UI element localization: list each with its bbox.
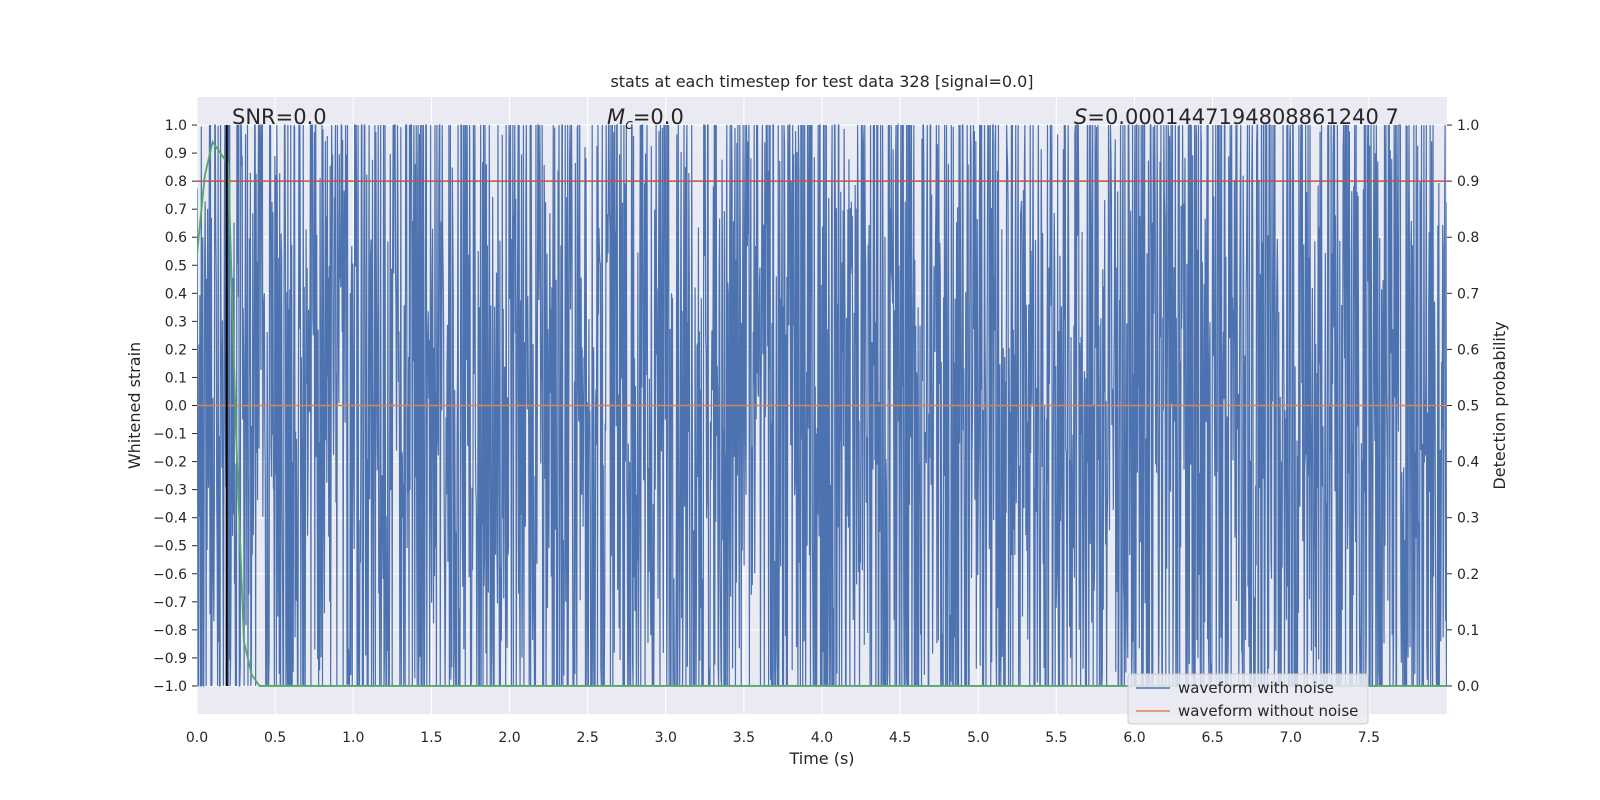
axis-ticks: 0.0 0.5 1.0 1.5 2.0 2.5 3.0 3.5 4.0 4.5 5.0 5.5 6.0 6… <box>153 118 1479 746</box>
left-tick-label: −0.6 <box>153 567 187 583</box>
left-tick-label: 0.1 <box>165 370 187 386</box>
right-tick-label: 0.4 <box>1457 455 1479 471</box>
x-tick-label: 7.5 <box>1358 730 1380 746</box>
left-tick-label: 0.5 <box>165 258 187 274</box>
left-tick-label: −0.7 <box>153 595 187 611</box>
left-tick-label: −0.3 <box>153 483 187 499</box>
x-tick-label: 7.0 <box>1280 730 1302 746</box>
x-tick-label: 1.5 <box>420 730 442 746</box>
right-tick-label: 1.0 <box>1457 118 1479 134</box>
left-tick-label: 0.9 <box>165 146 187 162</box>
x-tick-label: 2.5 <box>576 730 598 746</box>
right-tick-label: 0.5 <box>1457 399 1479 415</box>
right-tick-label: 0.8 <box>1457 230 1479 246</box>
x-tick-label: 3.0 <box>655 730 677 746</box>
x-tick-label: 4.5 <box>889 730 911 746</box>
left-tick-label: 0.3 <box>165 314 187 330</box>
x-tick-label: 2.0 <box>498 730 520 746</box>
left-y-axis-label: Whitened strain <box>125 342 144 469</box>
left-tick-label: 0.8 <box>165 174 187 190</box>
mc-symbol: M <box>607 105 625 129</box>
x-tick-label: 0.5 <box>264 730 286 746</box>
left-tick-label: 0.0 <box>165 399 187 415</box>
x-axis-label: Time (s) <box>788 749 854 768</box>
right-tick-label: 0.0 <box>1457 679 1479 695</box>
s-symbol: S <box>1074 105 1087 129</box>
right-tick-label: 0.6 <box>1457 342 1479 358</box>
left-tick-label: −0.9 <box>153 651 187 667</box>
s-value: =0.0001447194808861240 7 <box>1087 105 1399 129</box>
x-tick-label: 5.0 <box>967 730 989 746</box>
left-tick-label: −0.1 <box>153 427 187 443</box>
legend-box <box>1127 673 1369 725</box>
left-tick-label: 0.6 <box>165 230 187 246</box>
right-tick-label: 0.2 <box>1457 567 1479 583</box>
s-annotation: S=0.0001447194808861240 7 <box>1074 105 1399 129</box>
x-tick-label: 1.0 <box>342 730 364 746</box>
left-tick-label: 1.0 <box>165 118 187 134</box>
left-tick-label: −0.5 <box>153 539 187 555</box>
left-tick-label: 0.2 <box>165 342 187 358</box>
x-tick-label: 6.5 <box>1201 730 1223 746</box>
chart-title: stats at each timestep for test data 328… <box>610 72 1033 91</box>
x-tick-label: 3.5 <box>733 730 755 746</box>
legend-label-noise: waveform with noise <box>1178 679 1334 697</box>
left-tick-label: 0.4 <box>165 286 187 302</box>
series-layer <box>197 123 1447 687</box>
series-detection-probability <box>197 139 1447 687</box>
left-tick-label: −0.2 <box>153 455 187 471</box>
left-tick-label: −0.4 <box>153 511 187 527</box>
x-tick-label: 4.0 <box>811 730 833 746</box>
right-tick-label: 0.7 <box>1457 286 1479 302</box>
mc-value: =0.0 <box>633 105 684 129</box>
x-tick-label: 0.0 <box>186 730 208 746</box>
right-y-axis-label: Detection probability <box>1490 321 1509 489</box>
snr-annotation: SNR=0.0 <box>232 105 327 129</box>
right-tick-label: 0.3 <box>1457 511 1479 527</box>
legend: waveform with noise waveform without noi… <box>1127 673 1369 725</box>
left-tick-label: −1.0 <box>153 679 187 695</box>
chirp-mass-annotation: Mc=0.0 <box>607 105 684 133</box>
right-tick-label: 0.9 <box>1457 174 1479 190</box>
right-tick-label: 0.1 <box>1457 623 1479 639</box>
left-tick-label: −0.8 <box>153 623 187 639</box>
left-tick-label: 0.7 <box>165 202 187 218</box>
legend-label-clean: waveform without noise <box>1178 702 1358 720</box>
x-tick-label: 5.5 <box>1045 730 1067 746</box>
x-tick-label: 6.0 <box>1123 730 1145 746</box>
mc-subscript: c <box>625 117 633 133</box>
